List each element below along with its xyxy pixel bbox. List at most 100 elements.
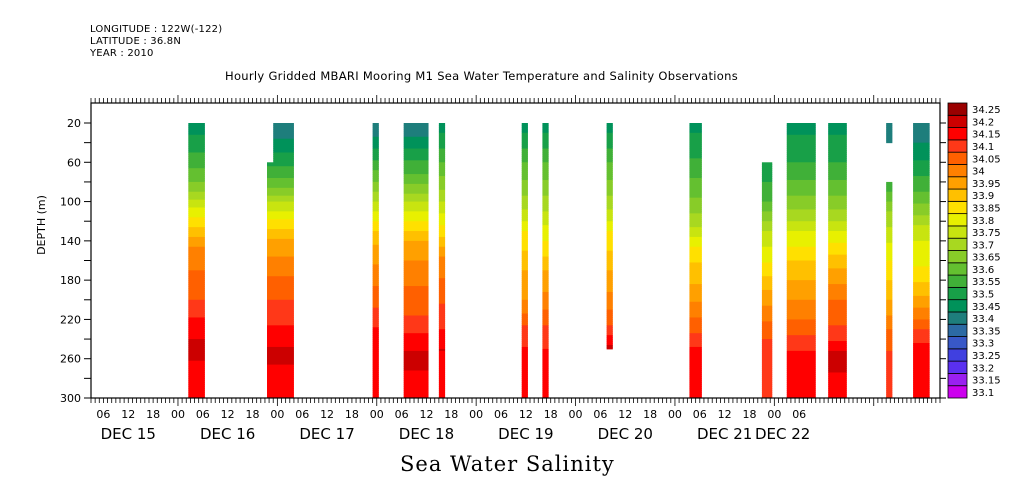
salinity-cell	[542, 164, 549, 167]
salinity-cell	[828, 303, 847, 307]
salinity-cell	[403, 321, 429, 324]
salinity-cell	[403, 128, 429, 132]
salinity-cell	[761, 268, 773, 271]
salinity-cell	[886, 346, 893, 350]
salinity-cell	[542, 368, 549, 371]
colorbar-label: 33.9	[972, 191, 994, 202]
salinity-cell	[521, 166, 528, 169]
salinity-cell	[542, 248, 549, 252]
salinity-cell	[606, 272, 613, 275]
salinity-cell	[786, 346, 816, 350]
salinity-cell	[886, 284, 893, 287]
salinity-cell	[913, 229, 930, 232]
salinity-cell	[403, 295, 429, 299]
salinity-cell	[542, 256, 549, 260]
salinity-cell	[606, 201, 613, 205]
salinity-cell	[786, 299, 816, 303]
salinity-cell	[267, 256, 294, 260]
salinity-cell	[542, 352, 549, 356]
salinity-cell	[438, 307, 446, 311]
salinity-cell	[403, 185, 429, 189]
salinity-cell	[828, 343, 847, 346]
salinity-cell	[786, 215, 816, 218]
salinity-cell	[886, 221, 893, 224]
salinity-cell	[542, 329, 549, 332]
salinity-cell	[606, 215, 613, 218]
salinity-cell	[542, 341, 549, 344]
salinity-cell	[761, 289, 773, 293]
salinity-cell	[521, 123, 528, 126]
y-tick-label: 220	[60, 313, 81, 326]
salinity-cell	[828, 295, 847, 299]
salinity-cell	[521, 335, 528, 338]
salinity-cell	[188, 325, 205, 328]
salinity-cell	[188, 360, 205, 364]
salinity-cell	[403, 170, 429, 173]
salinity-cell	[828, 136, 847, 140]
salinity-cell	[521, 244, 528, 248]
salinity-cell	[828, 179, 847, 183]
chart-title: Hourly Gridded MBARI Mooring M1 Sea Wate…	[225, 69, 739, 83]
salinity-cell	[761, 299, 773, 303]
salinity-cell	[542, 183, 549, 187]
salinity-cell	[828, 203, 847, 206]
salinity-cell	[188, 382, 205, 385]
salinity-cell	[913, 303, 930, 307]
salinity-cell	[761, 236, 773, 240]
salinity-cell	[372, 130, 379, 134]
salinity-cell	[521, 146, 528, 150]
salinity-cell	[403, 234, 429, 238]
salinity-cell	[689, 134, 702, 138]
salinity-cell	[606, 150, 613, 153]
salinity-cell	[273, 142, 294, 146]
salinity-cell	[521, 305, 528, 309]
salinity-cell	[886, 134, 893, 138]
salinity-cell	[542, 374, 549, 377]
salinity-cell	[403, 138, 429, 142]
salinity-cell	[542, 382, 549, 385]
salinity-cell	[913, 358, 930, 362]
salinity-cell	[689, 378, 702, 381]
salinity-cell	[403, 244, 429, 248]
salinity-cell	[438, 211, 446, 214]
salinity-cell	[267, 193, 294, 197]
salinity-cell	[761, 321, 773, 324]
salinity-cell	[267, 168, 294, 171]
salinity-cell	[606, 234, 613, 238]
salinity-cell	[438, 174, 446, 177]
salinity-cell	[886, 124, 893, 128]
x-hour-label: 18	[742, 408, 756, 421]
salinity-cell	[606, 189, 613, 193]
salinity-cell	[267, 282, 294, 285]
salinity-cell	[761, 197, 773, 201]
salinity-cell	[886, 348, 893, 352]
salinity-cell	[403, 176, 429, 179]
salinity-cell	[606, 346, 613, 350]
salinity-cell	[542, 236, 549, 240]
salinity-cell	[761, 388, 773, 391]
salinity-cell	[403, 356, 429, 360]
salinity-cell	[761, 266, 773, 269]
salinity-cell	[761, 254, 773, 258]
salinity-cell	[786, 189, 816, 193]
salinity-cell	[886, 368, 893, 371]
x-day-label: DEC 22	[755, 425, 810, 443]
salinity-cell	[438, 158, 446, 161]
salinity-cell	[521, 374, 528, 377]
salinity-cell	[372, 189, 379, 193]
y-tick-label: 260	[60, 353, 81, 366]
salinity-cell	[689, 183, 702, 187]
salinity-cell	[886, 225, 893, 228]
salinity-cell	[267, 354, 294, 358]
salinity-cell	[913, 124, 930, 128]
salinity-cell	[372, 370, 379, 373]
salinity-cell	[188, 223, 205, 226]
salinity-cell	[438, 185, 446, 189]
salinity-cell	[786, 337, 816, 340]
salinity-cell	[886, 315, 893, 318]
salinity-cell	[267, 225, 294, 228]
salinity-cell	[689, 376, 702, 379]
salinity-cell	[689, 213, 702, 216]
salinity-cell	[828, 372, 847, 375]
salinity-cell	[521, 176, 528, 179]
